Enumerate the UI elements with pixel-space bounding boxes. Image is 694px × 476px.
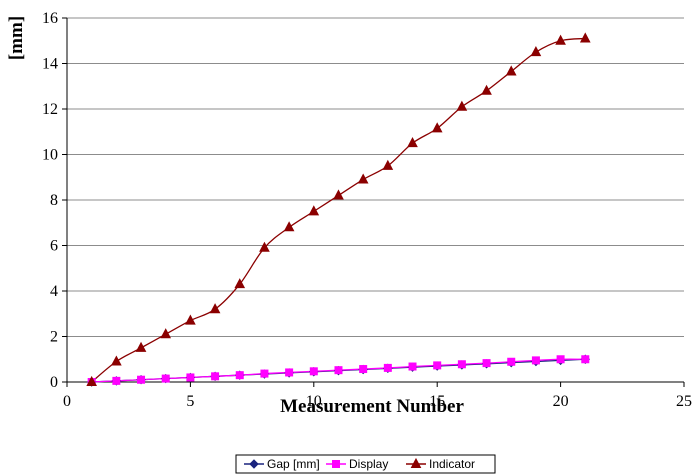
y-tick-label: 12 [42, 101, 58, 118]
x-axis-title: Measurement Number [280, 396, 464, 417]
data-point-indicator [579, 32, 591, 43]
data-point-indicator [382, 159, 394, 170]
legend-marker-indicator [410, 457, 422, 468]
data-point-display [457, 360, 466, 369]
x-tick-label: 10 [306, 393, 322, 410]
x-tick-label: 25 [676, 393, 692, 410]
data-point-indicator [209, 303, 221, 314]
data-point-indicator [407, 137, 418, 148]
tick-labels: 0 2 4 6 8 10 12 14 16 0 5 10 15 20 25 [42, 10, 692, 410]
data-point-display [507, 357, 516, 366]
y-tick-label: 2 [50, 329, 58, 346]
data-point-indicator [234, 278, 246, 289]
y-tick-label: 16 [42, 10, 58, 27]
y-axis-title: [mm] [6, 16, 27, 60]
data-point-display [581, 355, 590, 364]
y-tick-label: 4 [50, 283, 58, 300]
y-tick-label: 8 [50, 192, 58, 209]
data-point-display [433, 361, 442, 370]
data-point-indicator [185, 314, 196, 325]
data-point-indicator [333, 189, 344, 200]
y-tick-label: 0 [50, 374, 58, 391]
data-point-display [235, 371, 244, 380]
legend: Gap [mm] Display Indicator [235, 454, 496, 474]
data-point-display [408, 362, 417, 371]
grid-lines [67, 17, 684, 337]
legend-label-display: Display [349, 457, 388, 471]
data-point-indicator [86, 375, 98, 386]
data-point-display [334, 366, 343, 375]
data-point-display [137, 375, 146, 384]
x-tick-label: 0 [63, 393, 71, 410]
data-point-display [186, 373, 195, 382]
data-point-display [211, 372, 220, 381]
data-point-indicator [530, 46, 542, 57]
data-point-display [260, 369, 269, 378]
data-point-indicator [357, 173, 369, 184]
legend-marker-display [332, 460, 340, 468]
legend-label-gap-mm: Gap [mm] [267, 457, 320, 471]
legend-frame [235, 454, 496, 474]
data-point-indicator [555, 34, 566, 45]
x-tick-label: 5 [186, 393, 194, 410]
data-point-display [161, 374, 170, 383]
legend-items: Gap [mm] Display Indicator [244, 457, 475, 471]
data-point-display [556, 355, 565, 364]
data-point-indicator [456, 100, 468, 111]
y-tick-label: 10 [42, 147, 58, 164]
data-point-indicator [111, 355, 122, 366]
data-point-indicator [505, 65, 517, 76]
data-point-display [383, 363, 392, 372]
data-point-indicator [431, 122, 443, 133]
data-point-display [359, 365, 368, 374]
data-point-display [482, 359, 491, 368]
data-point-display [309, 367, 318, 376]
data-point-display [112, 376, 121, 385]
data-point-display [285, 368, 294, 377]
x-tick-label: 15 [429, 393, 445, 410]
y-tick-label: 14 [42, 56, 58, 73]
data-point-indicator [259, 241, 270, 252]
data-point-indicator [160, 328, 172, 339]
data-point-indicator [135, 341, 147, 352]
x-tick-label: 20 [553, 393, 569, 410]
data-point-display [531, 356, 540, 365]
legend-marker-gap-mm [249, 459, 259, 469]
legend-label-indicator: Indicator [429, 457, 475, 471]
data-point-indicator [283, 221, 295, 232]
data-point-indicator [481, 84, 492, 95]
data-point-indicator [308, 205, 320, 216]
axes [62, 17, 685, 387]
series-markers [86, 32, 591, 387]
y-tick-label: 6 [50, 238, 58, 255]
